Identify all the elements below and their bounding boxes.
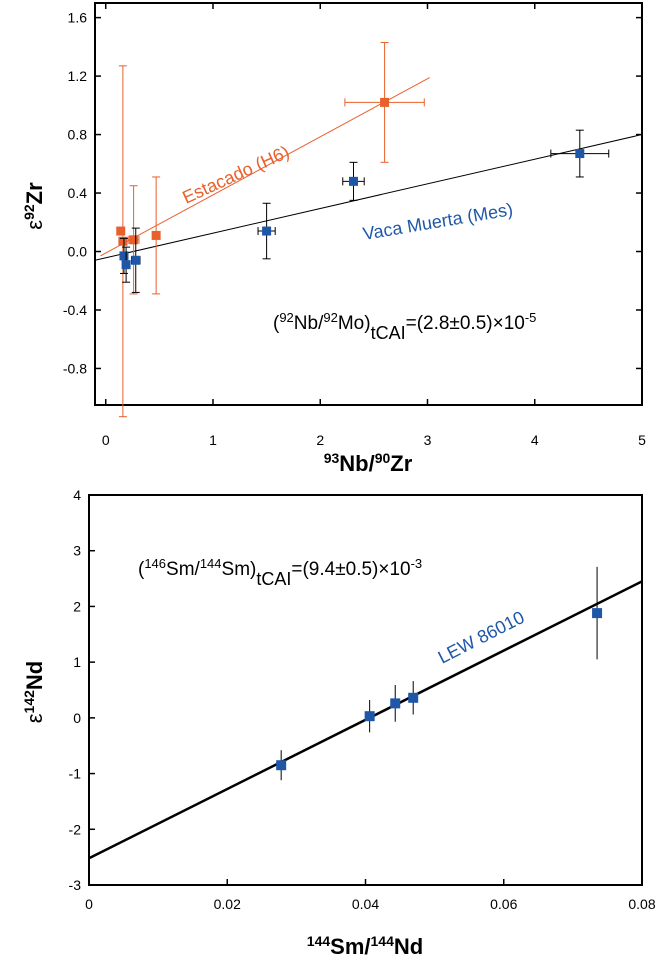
x-tick-label: 0.04	[352, 896, 379, 912]
top-x-axis: 0 1 2 3 4 5	[102, 3, 646, 448]
top-data-points	[116, 41, 610, 418]
top-y-axis: 1.6 1.2 0.8 0.4 0.0 -0.4 -0.8	[63, 10, 642, 376]
point-marker	[119, 251, 129, 261]
point-marker	[408, 692, 419, 703]
data-point	[390, 684, 401, 722]
x-tick-label: 0	[85, 896, 93, 912]
bottom-y-axis-title: ε142Nd	[21, 661, 47, 724]
data-point	[151, 176, 161, 295]
fit-line-0	[100, 77, 430, 257]
point-marker	[380, 97, 390, 107]
point-marker	[575, 149, 585, 159]
top-series-label-estacado: Estacado (H6)	[179, 142, 292, 208]
point-marker	[390, 698, 401, 709]
x-tick-label: 0.06	[490, 896, 517, 912]
y-tick-label: -0.8	[63, 360, 87, 376]
bottom-data-points	[276, 566, 603, 781]
data-point	[121, 246, 131, 283]
point-marker	[116, 226, 126, 236]
x-tick-label: 5	[638, 432, 646, 448]
data-point	[116, 226, 126, 236]
data-point	[592, 566, 603, 660]
point-marker	[121, 260, 131, 270]
x-tick-label: 0	[102, 432, 110, 448]
y-tick-label: 4	[73, 487, 81, 503]
data-point	[276, 750, 287, 781]
data-point	[550, 129, 610, 178]
y-tick-label: 0.4	[68, 185, 88, 201]
x-tick-label: 4	[531, 432, 539, 448]
top-x-axis-title: 93Nb/90Zr	[324, 450, 413, 476]
point-marker	[118, 236, 128, 246]
point-marker	[262, 226, 272, 236]
data-point	[408, 681, 419, 715]
y-tick-label: 0.8	[68, 127, 88, 143]
y-tick-label: 1.6	[68, 10, 88, 26]
data-point	[342, 161, 365, 201]
point-marker	[592, 608, 603, 619]
y-tick-label: -3	[69, 877, 82, 893]
point-marker	[151, 230, 161, 240]
top-chart: 1.6 1.2 0.8 0.4 0.0 -0.4 -0.8 0 1 2 3 4 5 Estacado …	[21, 2, 646, 476]
y-tick-label: -0.4	[63, 302, 87, 318]
x-tick-label: 2	[316, 432, 324, 448]
data-point	[257, 202, 276, 260]
y-tick-label: 0	[73, 710, 81, 726]
y-tick-label: 0.0	[68, 244, 88, 260]
point-marker	[364, 711, 375, 722]
x-tick-label: 3	[424, 432, 432, 448]
data-point	[364, 700, 375, 733]
data-point	[118, 65, 128, 418]
x-tick-label: 1	[209, 432, 217, 448]
data-point	[130, 227, 141, 293]
top-series-label-vaca-muerta: Vaca Muerta (Mes)	[361, 199, 514, 244]
data-point	[127, 185, 140, 295]
data-point	[119, 237, 129, 274]
x-tick-label: 0.02	[214, 896, 241, 912]
bottom-series-label-lew-86010: LEW 86010	[435, 607, 528, 668]
y-tick-label: 2	[73, 598, 81, 614]
bottom-annotation: (146Sm/144Sm)tCAI=(9.4±0.5)×10-3	[138, 556, 422, 590]
top-plot-frame	[94, 2, 643, 406]
top-y-axis-title: ε92Zr	[21, 182, 47, 230]
top-annotation: (92Nb/92Mo)tCAI=(2.8±0.5)×10-5	[273, 310, 536, 344]
point-marker	[129, 235, 139, 245]
bottom-y-axis: 4 3 2 1 0 -1 -2 -3	[69, 487, 95, 893]
y-tick-label: -2	[69, 821, 82, 837]
y-tick-label: 1	[73, 654, 81, 670]
y-tick-label: -1	[69, 766, 82, 782]
bottom-x-axis-title: 144Sm/144Nd	[307, 933, 423, 959]
bottom-plot-frame	[88, 494, 643, 886]
y-tick-label: 3	[73, 543, 81, 559]
data-point	[344, 41, 425, 163]
y-tick-label: 1.2	[68, 68, 88, 84]
point-marker	[348, 176, 358, 186]
bottom-x-axis: 0 0.02 0.04 0.06 0.08	[85, 879, 656, 912]
point-marker	[276, 760, 287, 771]
x-tick-label: 0.08	[628, 896, 655, 912]
point-marker	[131, 255, 141, 265]
